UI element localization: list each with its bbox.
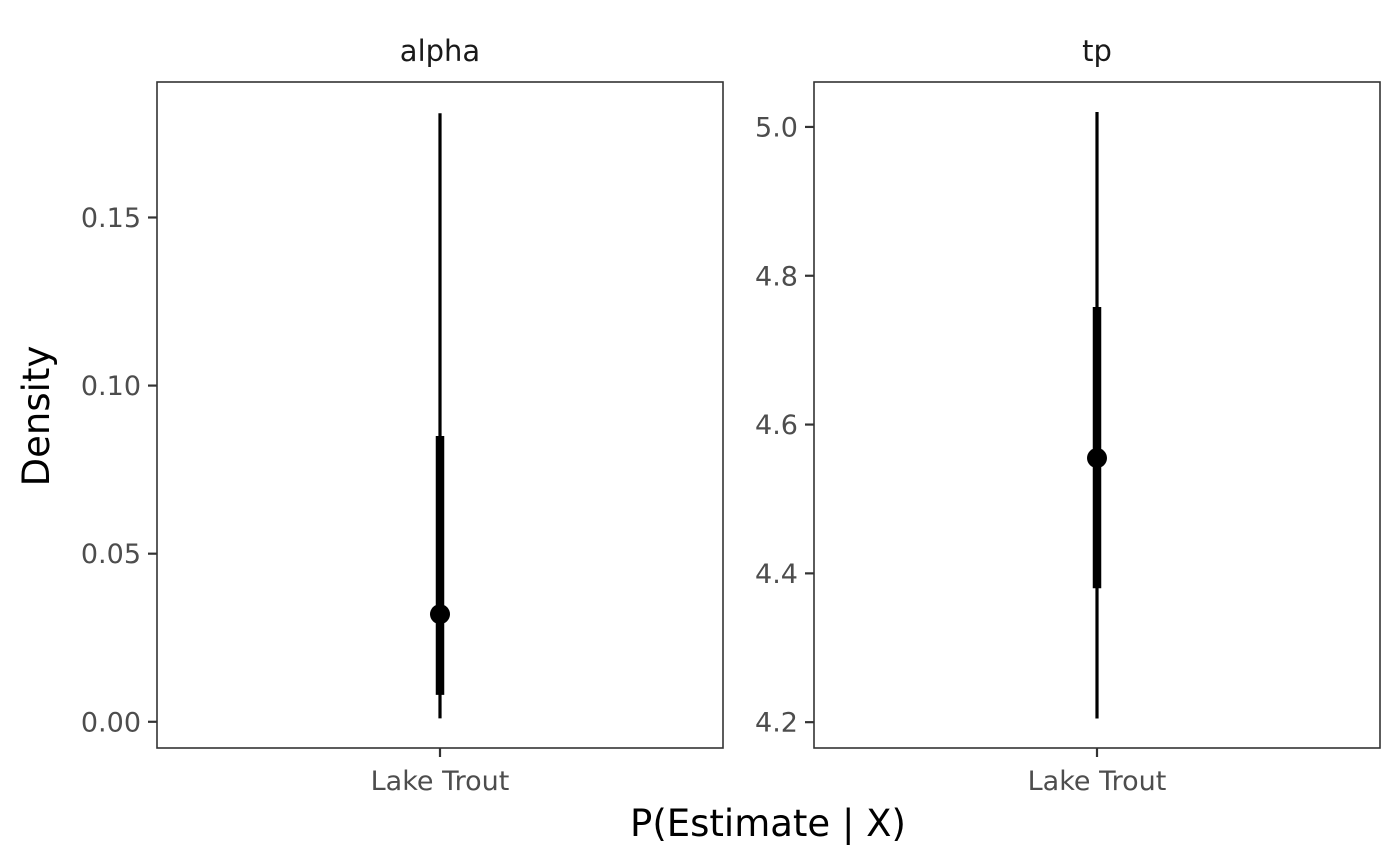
y-tick-label: 5.0	[755, 112, 798, 143]
y-tick-label: 0.05	[81, 539, 141, 570]
chart-panels: alpha 0.00 0.05 0.10 0.15 Lake Trout tp 4.2 4.4 4…	[81, 34, 1381, 797]
y-tick-label: 0.00	[81, 707, 141, 738]
x-tick-label: Lake Trout	[1028, 766, 1167, 797]
y-tick-label: 4.4	[755, 559, 798, 590]
strip-label: alpha	[400, 34, 480, 68]
x-tick-label: Lake Trout	[371, 766, 510, 797]
panel-tp: tp 4.2 4.4 4.6 4.8 5.0 Lake Trout	[755, 34, 1381, 797]
x-axis-title: P(Estimate | X)	[630, 802, 906, 845]
y-tick-label: 4.2	[755, 708, 798, 739]
strip-label: tp	[1082, 34, 1112, 68]
y-axis-title: Density	[15, 346, 58, 487]
point-estimate	[430, 604, 450, 625]
y-tick-label: 0.15	[81, 203, 141, 234]
panel-alpha: alpha 0.00 0.05 0.10 0.15 Lake Trout	[81, 34, 724, 797]
y-tick-label: 4.6	[755, 410, 798, 441]
point-estimate	[1087, 448, 1107, 469]
y-tick-label: 4.8	[755, 261, 798, 292]
y-tick-label: 0.10	[81, 371, 141, 402]
